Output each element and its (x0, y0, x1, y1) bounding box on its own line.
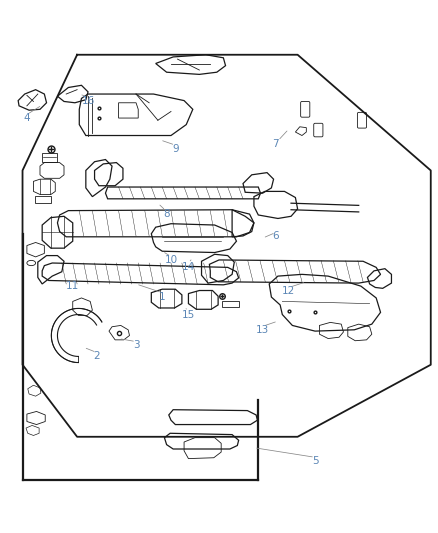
Text: 8: 8 (163, 209, 170, 219)
Text: 1: 1 (159, 292, 166, 302)
Text: 13: 13 (256, 325, 269, 335)
Text: 2: 2 (93, 351, 100, 361)
Text: 15: 15 (182, 310, 195, 319)
Text: 16: 16 (81, 95, 95, 106)
Text: 12: 12 (282, 286, 296, 295)
Text: 4: 4 (24, 113, 30, 123)
Text: 14: 14 (182, 262, 195, 271)
Text: 10: 10 (164, 255, 177, 265)
Text: 5: 5 (312, 456, 318, 466)
Text: 6: 6 (272, 231, 279, 241)
Text: 9: 9 (172, 143, 179, 154)
Text: 3: 3 (133, 340, 139, 350)
Text: 7: 7 (272, 139, 279, 149)
Text: 11: 11 (66, 281, 79, 291)
